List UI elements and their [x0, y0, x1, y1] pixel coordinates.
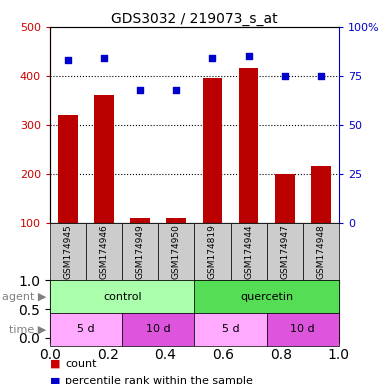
- Point: [281, 73, 288, 79]
- Text: 5 d: 5 d: [222, 324, 239, 334]
- FancyBboxPatch shape: [303, 223, 339, 280]
- Text: agent ▶: agent ▶: [2, 291, 46, 302]
- Point: [209, 55, 216, 61]
- Bar: [58, 115, 78, 223]
- FancyBboxPatch shape: [158, 223, 194, 280]
- Bar: [131, 218, 150, 223]
- FancyBboxPatch shape: [122, 223, 158, 280]
- Text: GSM174944: GSM174944: [244, 224, 253, 279]
- Point: [318, 73, 324, 79]
- FancyBboxPatch shape: [194, 313, 266, 346]
- Text: GSM174819: GSM174819: [208, 224, 217, 279]
- Text: GSM174945: GSM174945: [64, 224, 73, 279]
- FancyBboxPatch shape: [266, 223, 303, 280]
- Text: GSM174947: GSM174947: [280, 224, 289, 279]
- Bar: [239, 68, 258, 223]
- Text: GSM174948: GSM174948: [316, 224, 325, 279]
- Text: control: control: [103, 291, 142, 302]
- FancyBboxPatch shape: [266, 313, 339, 346]
- Bar: [311, 166, 331, 223]
- Text: GSM174949: GSM174949: [136, 224, 145, 279]
- Point: [65, 57, 71, 63]
- Bar: [275, 174, 295, 223]
- FancyBboxPatch shape: [194, 280, 339, 313]
- Point: [101, 55, 107, 61]
- Text: time ▶: time ▶: [9, 324, 46, 334]
- Bar: [166, 218, 186, 223]
- Point: [246, 53, 252, 59]
- Text: 10 d: 10 d: [146, 324, 171, 334]
- Point: [137, 86, 143, 93]
- Bar: [203, 78, 223, 223]
- Text: ■: ■: [50, 359, 60, 369]
- Text: 5 d: 5 d: [77, 324, 95, 334]
- FancyBboxPatch shape: [231, 223, 266, 280]
- FancyBboxPatch shape: [122, 313, 194, 346]
- Text: percentile rank within the sample: percentile rank within the sample: [65, 376, 253, 384]
- Text: 10 d: 10 d: [290, 324, 315, 334]
- Title: GDS3032 / 219073_s_at: GDS3032 / 219073_s_at: [111, 12, 278, 26]
- Bar: [94, 95, 114, 223]
- FancyBboxPatch shape: [86, 223, 122, 280]
- Text: count: count: [65, 359, 97, 369]
- FancyBboxPatch shape: [50, 223, 86, 280]
- Text: GSM174950: GSM174950: [172, 224, 181, 279]
- FancyBboxPatch shape: [50, 280, 194, 313]
- FancyBboxPatch shape: [50, 313, 122, 346]
- Text: quercetin: quercetin: [240, 291, 293, 302]
- Text: GSM174946: GSM174946: [100, 224, 109, 279]
- Point: [173, 86, 179, 93]
- FancyBboxPatch shape: [194, 223, 231, 280]
- Text: ■: ■: [50, 376, 60, 384]
